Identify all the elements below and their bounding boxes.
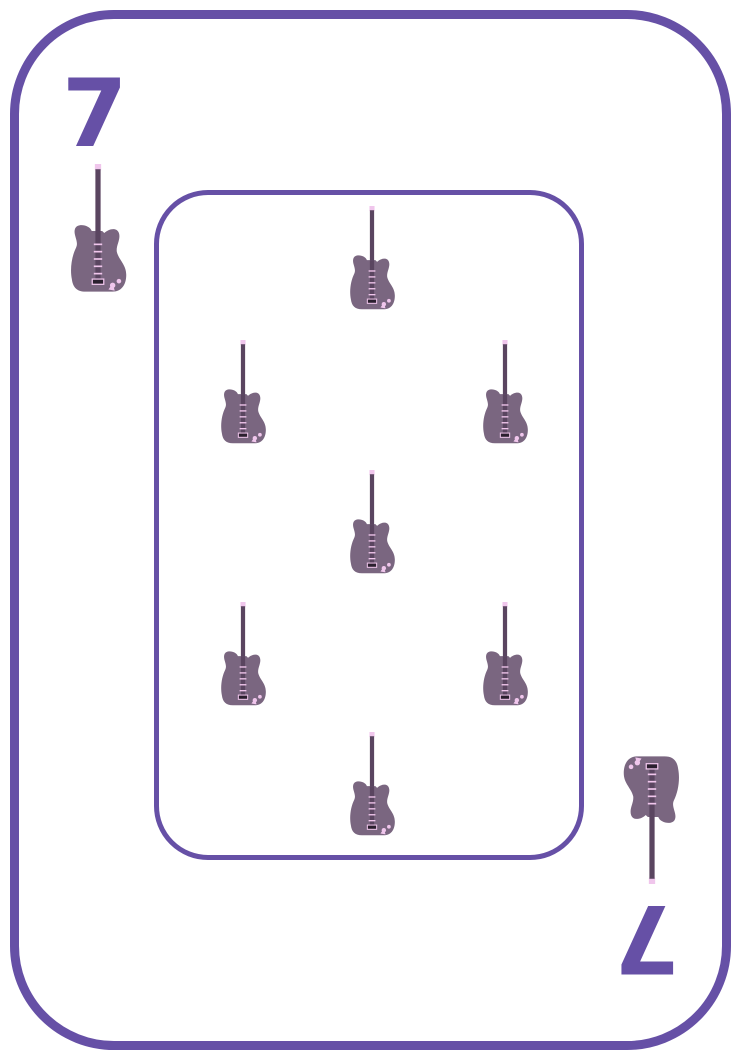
guitar-pip-icon xyxy=(483,602,528,706)
rank-top-left: 7 xyxy=(62,60,128,169)
guitar-pip-icon xyxy=(350,470,395,574)
guitar-pip-icon xyxy=(221,602,266,706)
corner-guitar-icon-bottom xyxy=(623,756,679,884)
rank-bottom-right: 7 xyxy=(614,883,680,992)
guitar-pip-icon xyxy=(350,206,395,310)
card-center-frame xyxy=(154,190,584,860)
guitar-pip-icon xyxy=(221,340,266,444)
corner-guitar-icon-top xyxy=(71,164,127,292)
guitar-pip-icon xyxy=(350,732,395,836)
guitar-pip-icon xyxy=(483,340,528,444)
